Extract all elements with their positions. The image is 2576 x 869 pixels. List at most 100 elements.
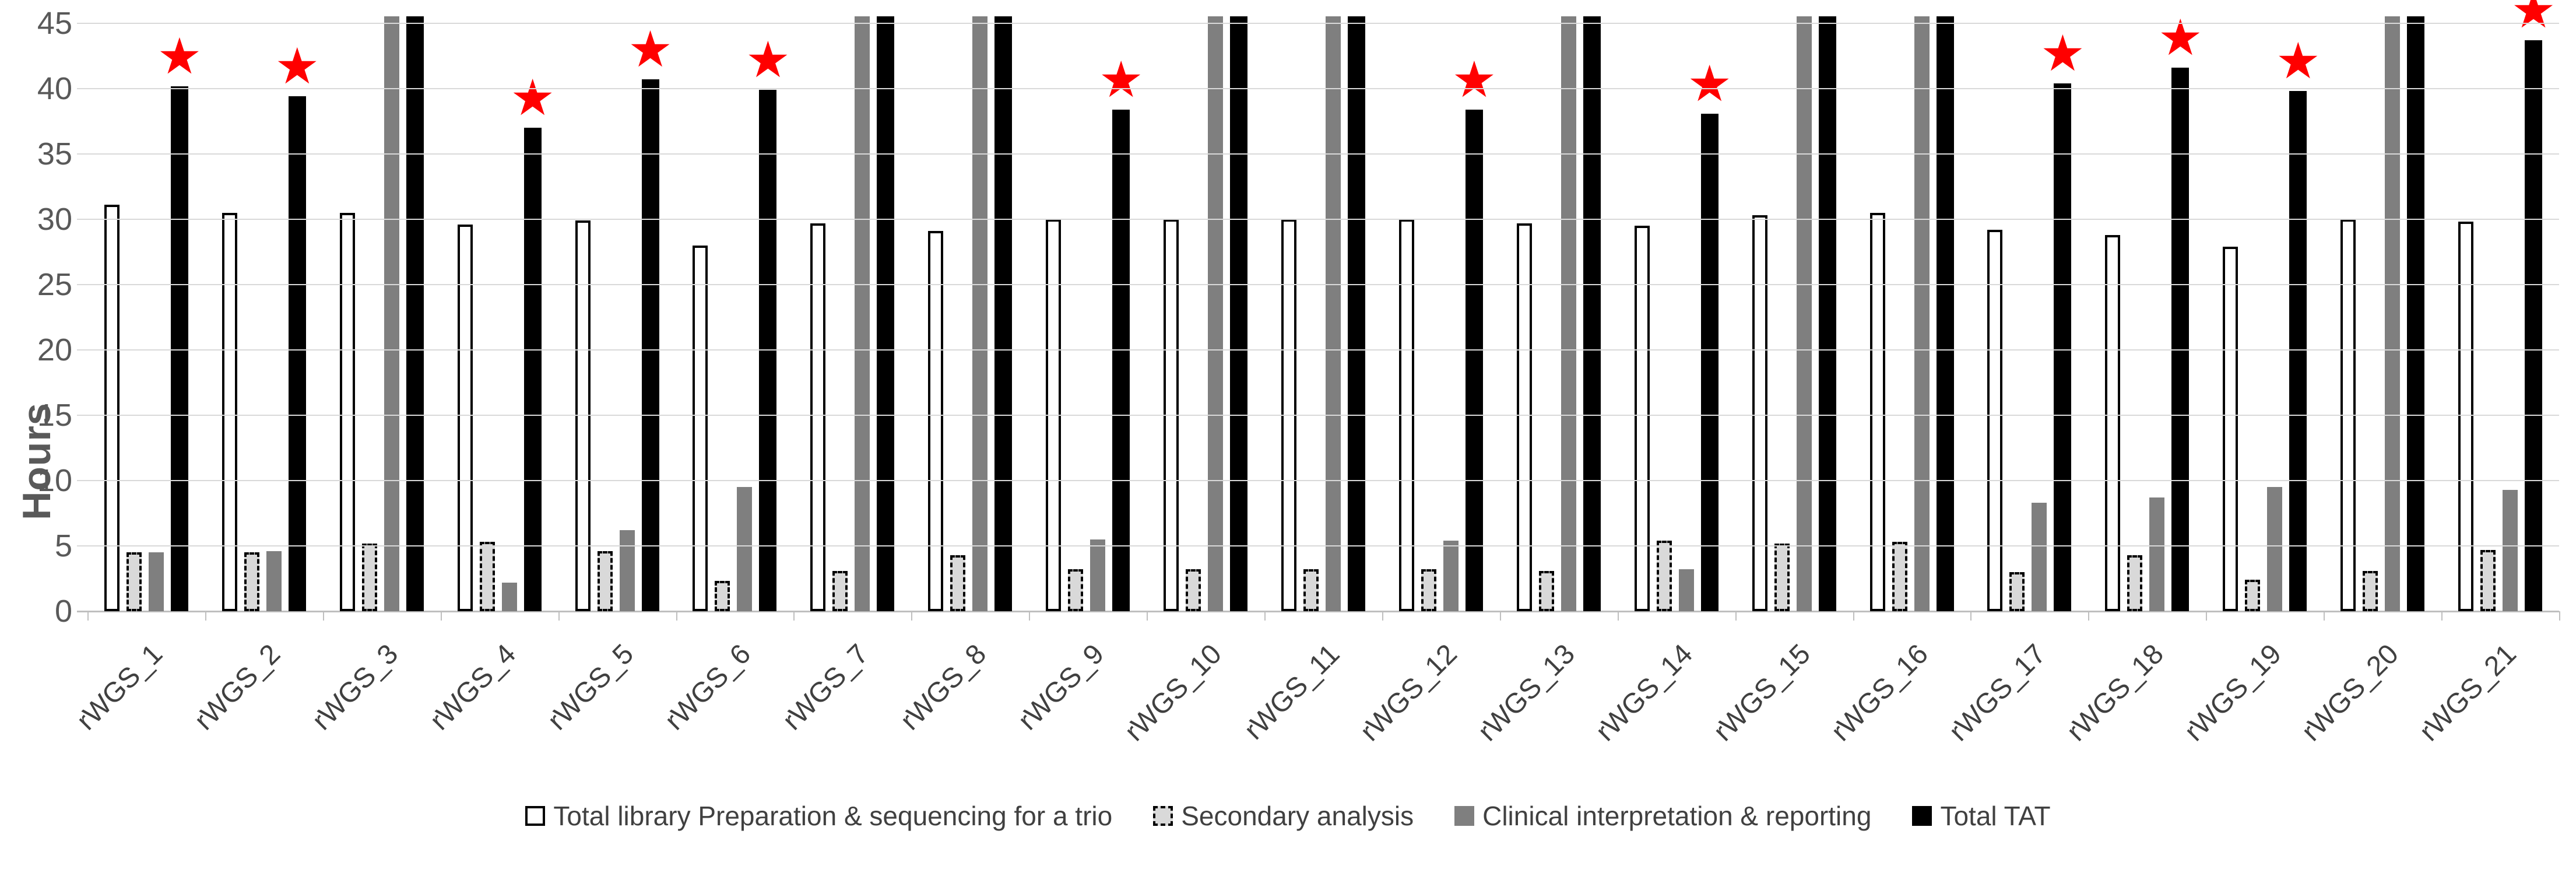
bar-library-prep-sequencing (1516, 223, 1532, 611)
bar-slot (1090, 539, 1106, 611)
bar-slot (575, 220, 591, 611)
y-tick-label: 30 (37, 202, 72, 237)
bar-total-tat (288, 96, 306, 611)
bar-library-prep-sequencing (222, 212, 237, 611)
bar-slot (2267, 487, 2283, 611)
bar-total-tat (1230, 16, 1248, 611)
bar-slot: ★ (2511, 0, 2556, 611)
bar-secondary-analysis (244, 552, 259, 611)
bar-group-rWGS_19: ★ (2206, 23, 2324, 611)
y-tick-label: 45 (37, 6, 72, 41)
bar-total-tat (2054, 83, 2072, 611)
bar-clinical-interpretation (384, 16, 399, 611)
x-axis-tick (2088, 611, 2090, 621)
bar-clinical-interpretation (1796, 16, 1812, 611)
bar-slot (1303, 569, 1319, 611)
bar-slot: ★ (2040, 29, 2085, 611)
y-tick-label: 20 (37, 332, 72, 367)
legend-item: Total library Preparation & sequencing f… (525, 800, 1112, 832)
bar-library-prep-sequencing (2105, 234, 2121, 611)
x-axis-tick (1617, 611, 1619, 621)
bar-library-prep-sequencing (2458, 222, 2474, 611)
bar-total-tat (1112, 109, 1130, 611)
bar-slot (855, 16, 870, 611)
legend-marker-icon (1912, 806, 1932, 826)
x-axis-tick (1499, 611, 1501, 621)
bar-group-rWGS_7 (793, 16, 911, 611)
significance-star-icon: ★ (1098, 51, 1144, 108)
bar-clinical-interpretation (2503, 489, 2518, 611)
x-category-label: rWGS_21 (2413, 638, 2523, 748)
x-axis-tick (1147, 611, 1148, 621)
significance-star-icon: ★ (1687, 55, 1732, 112)
bar-slot (928, 231, 944, 611)
bar-group-rWGS_5: ★ (558, 23, 676, 611)
bar-total-tat (1583, 16, 1601, 611)
bar-total-tat (2525, 40, 2543, 611)
bar-clinical-interpretation (972, 16, 988, 611)
bar-slot (1208, 16, 1224, 611)
bar-slot (2127, 555, 2143, 611)
bar-clinical-interpretation (1561, 16, 1576, 611)
bar-slot (361, 543, 377, 611)
x-axis-tick (1970, 611, 1972, 621)
bar-slot (1678, 569, 1694, 611)
x-axis-tick (440, 611, 442, 621)
gridline (77, 415, 2559, 416)
x-category-label: rWGS_10 (1119, 638, 1228, 748)
bar-secondary-analysis (1068, 569, 1084, 611)
bar-library-prep-sequencing (1634, 226, 1650, 611)
significance-star-icon: ★ (1452, 51, 1497, 108)
bar-total-tat (2407, 16, 2425, 611)
bar-slot (877, 16, 895, 611)
chart-legend: Total library Preparation & sequencing f… (0, 800, 2576, 832)
bar-slot (501, 582, 517, 611)
bar-slot (810, 223, 826, 611)
bar-clinical-interpretation (148, 552, 164, 611)
x-category-label: rWGS_16 (1825, 638, 1934, 748)
bar-slot (1656, 541, 1672, 611)
gridline (77, 153, 2559, 155)
bar-library-prep-sequencing (1987, 229, 2003, 611)
bar-slot (619, 530, 635, 611)
bar-slot (2149, 497, 2165, 611)
bar-slot (2223, 247, 2238, 611)
bar-total-tat (2289, 91, 2307, 611)
bar-slot: ★ (1452, 55, 1496, 611)
bar-group-rWGS_3 (323, 16, 441, 611)
bar-slot (479, 542, 495, 611)
bar-secondary-analysis (361, 543, 377, 611)
bar-slot (2385, 16, 2401, 611)
bar-slot (1818, 16, 1836, 611)
bar-secondary-analysis (1538, 570, 1554, 611)
bar-slot (1892, 542, 1907, 611)
bar-total-tat (2171, 68, 2190, 611)
bar-slot (126, 552, 142, 611)
bar-group-rWGS_2: ★ (205, 23, 323, 611)
bar-slot (1326, 16, 1341, 611)
bar-slot: ★ (2158, 13, 2203, 611)
bar-secondary-analysis (832, 570, 848, 611)
y-tick-label: 25 (37, 267, 72, 302)
bar-library-prep-sequencing (1869, 212, 1885, 611)
y-axis-tick-labels: 0 5 10 15 20 25 30 35 40 45 (0, 8, 80, 627)
bar-library-prep-sequencing (104, 205, 120, 611)
bar-slot (1752, 215, 1767, 611)
bar-library-prep-sequencing (2223, 247, 2238, 611)
legend-item: Total TAT (1912, 800, 2051, 832)
gridline (77, 284, 2559, 285)
bar-clinical-interpretation (2267, 487, 2283, 611)
bar-secondary-analysis (1421, 569, 1436, 611)
y-tick-label: 0 (54, 594, 72, 629)
gridline (77, 480, 2559, 481)
bar-slot (1561, 16, 1576, 611)
significance-star-icon: ★ (2511, 0, 2556, 39)
x-axis-tick (1382, 611, 1383, 621)
bar-clinical-interpretation (2149, 497, 2165, 611)
bar-slot (1634, 226, 1650, 611)
x-category-label: rWGS_14 (1590, 638, 1699, 748)
bar-total-tat (1348, 16, 1366, 611)
bar-slot (1583, 16, 1601, 611)
x-axis-tick (322, 611, 324, 621)
